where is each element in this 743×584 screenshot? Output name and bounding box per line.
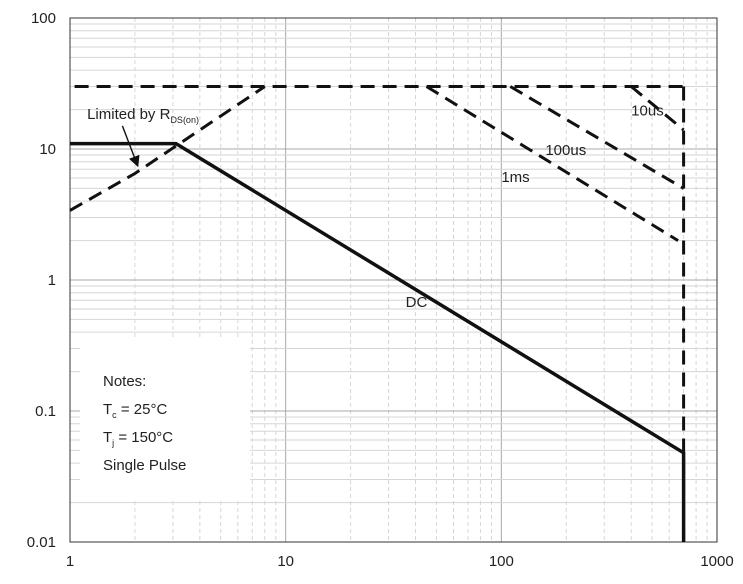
label-dc: DC (406, 294, 428, 311)
y-tick-label: 100 (31, 10, 56, 27)
series-line-dc (70, 141, 686, 542)
x-tick-label: 100 (489, 553, 514, 570)
series-line-10us (630, 85, 685, 132)
series-line-100us (509, 85, 685, 190)
x-tick-label: 1 (66, 553, 74, 570)
label-1ms: 1ms (501, 169, 529, 186)
y-tick-label: 0.01 (27, 534, 56, 551)
limited-by-arrow (121, 125, 140, 168)
limited-by-label: Limited by RDS(on) (87, 106, 199, 125)
y-tick-label: 10 (39, 141, 56, 158)
annotations: Limited by RDS(on) 10us 100us 1ms DC (87, 103, 664, 312)
notes-background (80, 340, 250, 500)
label-10us: 10us (631, 103, 664, 120)
x-tick-label: 10 (277, 553, 294, 570)
limit-line-rds-limit (69, 85, 266, 212)
notes-heading: Notes: (103, 373, 146, 390)
series-lines (70, 85, 686, 542)
notes-box: Notes: Tc = 25°C Tj = 150°C Single Pulse (80, 340, 250, 500)
plot-frame (69, 17, 718, 543)
y-tick-label: 0.1 (35, 403, 56, 420)
x-tick-label: 1000 (700, 553, 733, 570)
notes-tc: Tc = 25°C (103, 401, 167, 420)
series-line-1ms (425, 85, 679, 242)
notes-tj: Tj = 150°C (103, 429, 173, 448)
label-100us: 100us (545, 142, 586, 159)
y-tick-label: 1 (48, 272, 56, 289)
notes-pulse: Single Pulse (103, 457, 186, 474)
tick-labels: 1 10 100 1000 0.01 0.1 1 10 100 (27, 10, 734, 570)
